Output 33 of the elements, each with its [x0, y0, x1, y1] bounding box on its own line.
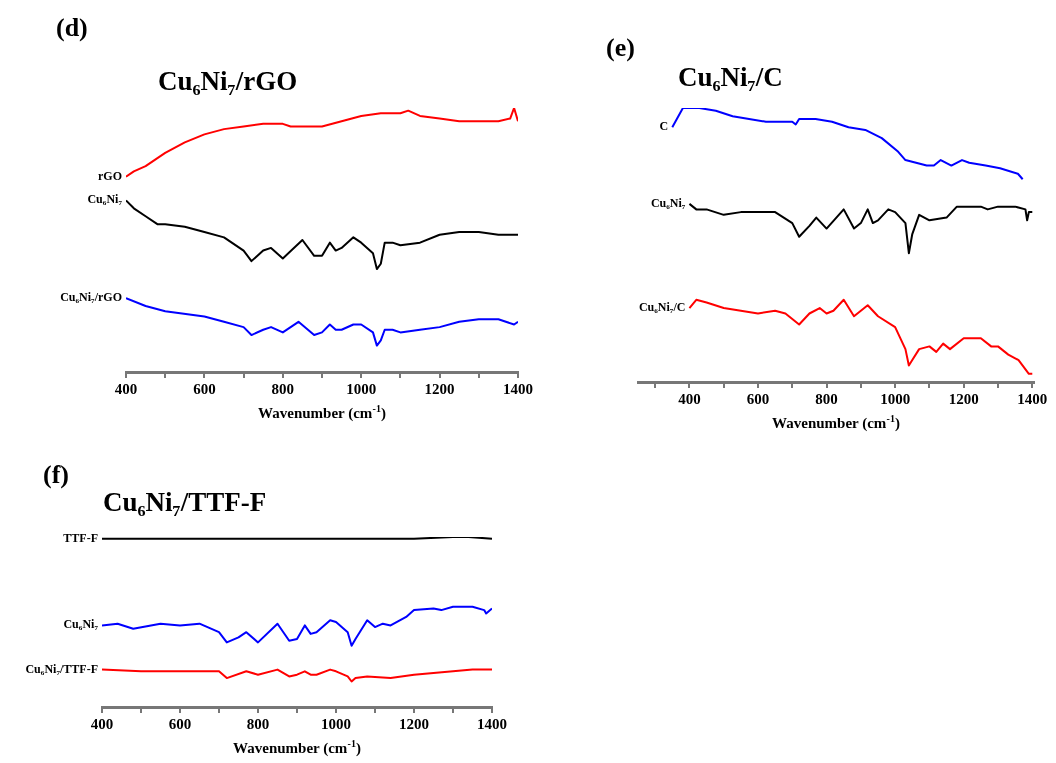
x-tick-label: 400: [678, 390, 701, 407]
series-label: TTF-F: [63, 530, 98, 545]
x-tick-label: 1000: [346, 380, 377, 397]
series-label: Cu₆Ni₇/TTF-F: [25, 661, 98, 676]
x-tick-label: 1200: [948, 390, 979, 407]
series-label: rGO: [98, 168, 122, 183]
series-label: C: [659, 119, 669, 134]
x-tick-label: 600: [746, 390, 770, 407]
series-label: Cu₆Ni₇: [87, 192, 123, 207]
x-tick-label: 1200: [424, 380, 455, 397]
x-tick-label: 1400: [1017, 390, 1048, 407]
x-tick-label: 1400: [503, 380, 533, 397]
x-tick-label: 1200: [399, 715, 429, 732]
x-tick-label: 800: [815, 390, 838, 407]
x-tick-label: 800: [271, 380, 295, 397]
x-tick-label: 1000: [880, 390, 911, 407]
chart-title: Cu₆Ni₇/TTF-F: [103, 487, 267, 517]
x-tick-label: 1000: [321, 715, 351, 732]
x-tick-label: 400: [90, 715, 114, 732]
text: (f): [43, 460, 69, 489]
x-tick-label: 600: [193, 380, 216, 397]
x-tick-label: 800: [246, 715, 270, 732]
x-tick-label: 1400: [477, 715, 507, 732]
text: (e): [606, 33, 635, 62]
chart-title: Cu₆Ni₇/C: [678, 62, 783, 92]
series-label: Cu₆Ni₇/rGO: [60, 290, 122, 305]
x-tick-label: 400: [114, 380, 138, 397]
series-label: Cu₆Ni₇/C: [638, 300, 686, 315]
series-label: Cu₆Ni₇: [650, 195, 686, 210]
x-tick-label: 600: [168, 715, 192, 732]
series-label: Cu₆Ni₇: [63, 617, 99, 632]
chart-title: Cu₆Ni₇/rGO: [158, 66, 298, 96]
text: (d): [56, 13, 88, 42]
